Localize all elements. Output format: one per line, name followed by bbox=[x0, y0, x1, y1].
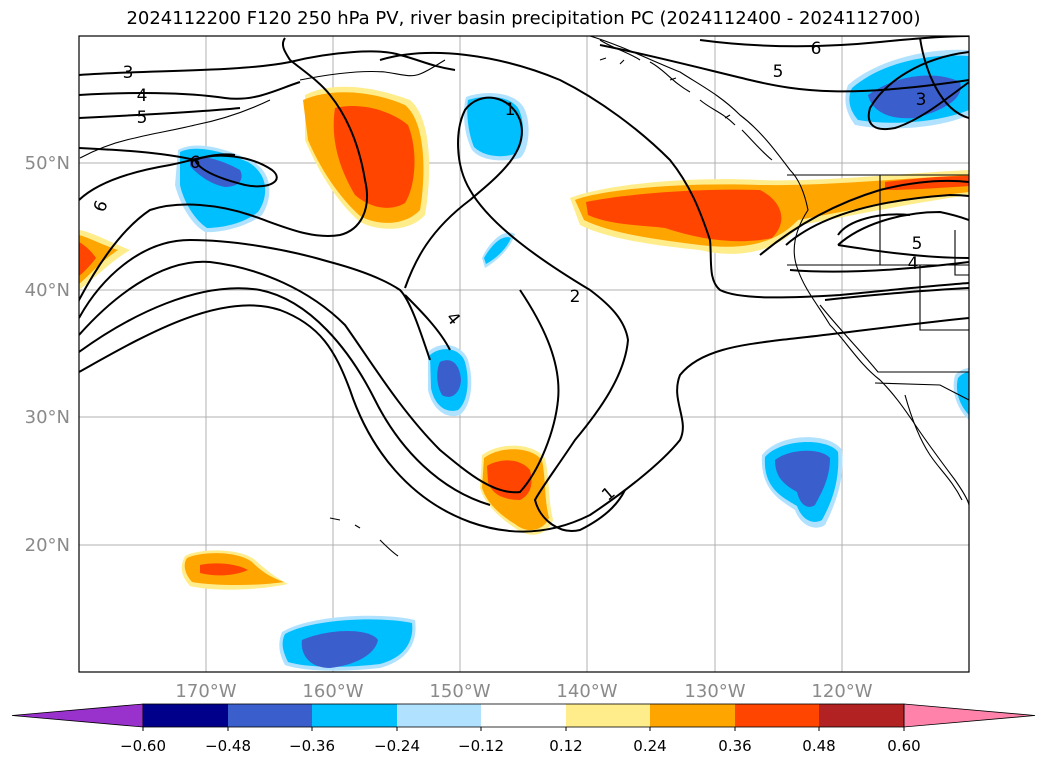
colorbar-outline bbox=[142, 703, 905, 728]
contour-label: 5 bbox=[137, 108, 148, 128]
colorbar-segment bbox=[143, 704, 228, 727]
latitude-label: 30°N bbox=[25, 407, 70, 428]
contour-label: 6 bbox=[811, 39, 822, 59]
latitude-label: 50°N bbox=[25, 153, 70, 174]
map-frame bbox=[78, 35, 970, 673]
colorbar-tick-label: 0.24 bbox=[633, 737, 666, 755]
colorbar-segment bbox=[397, 704, 481, 727]
contour-label: 6 bbox=[90, 198, 112, 215]
contour-label: 4 bbox=[442, 308, 464, 329]
coastlines bbox=[79, 36, 969, 557]
colorbar-tick-label: −0.36 bbox=[289, 737, 335, 755]
colorbar-tick-label: −0.48 bbox=[205, 737, 251, 755]
contour-label: 2 bbox=[570, 287, 581, 307]
contour-label: 4 bbox=[908, 254, 919, 274]
contour-label: 5 bbox=[773, 62, 784, 82]
gridlines bbox=[79, 36, 969, 672]
longitude-axis: 170°W 160°W 150°W 140°W 130°W 120°W bbox=[175, 681, 872, 702]
contour-label: 6 bbox=[190, 153, 201, 173]
longitude-label: 120°W bbox=[811, 681, 872, 702]
negative-anomaly-shading bbox=[175, 49, 969, 671]
longitude-label: 140°W bbox=[556, 681, 617, 702]
colorbar-segment bbox=[819, 704, 904, 727]
colorbar-tick-label: 0.48 bbox=[802, 737, 835, 755]
longitude-label: 130°W bbox=[684, 681, 745, 702]
contour-label: 3 bbox=[123, 63, 134, 83]
colorbar-tick-labels: −0.60 −0.48 −0.36 −0.24 −0.12 0.12 0.24 … bbox=[120, 737, 921, 755]
colorbar-tick-label: −0.24 bbox=[374, 737, 420, 755]
colorbar-segments bbox=[11, 703, 1036, 728]
latitude-label: 40°N bbox=[25, 280, 70, 301]
contour-label: 5 bbox=[912, 234, 923, 254]
colorbar-segment bbox=[481, 704, 566, 727]
colorbar-tick-label: −0.12 bbox=[458, 737, 504, 755]
colorbar-tick-label: 0.12 bbox=[549, 737, 582, 755]
latitude-axis: 50°N 40°N 30°N 20°N bbox=[25, 153, 70, 556]
contour-label: 1 bbox=[505, 100, 516, 120]
positive-anomaly-shading bbox=[79, 86, 969, 590]
longitude-label: 160°W bbox=[302, 681, 363, 702]
colorbar-segment bbox=[11, 703, 144, 728]
contour-label: 4 bbox=[137, 86, 148, 106]
latitude-label: 20°N bbox=[25, 535, 70, 556]
colorbar-tick-label: 0.60 bbox=[887, 737, 920, 755]
colorbar-segment bbox=[312, 704, 397, 727]
colorbar-ticks bbox=[142, 727, 905, 731]
longitude-label: 150°W bbox=[429, 681, 490, 702]
map-title: 2024112200 F120 250 hPa PV, river basin … bbox=[126, 8, 921, 29]
colorbar-segment bbox=[650, 704, 735, 727]
longitude-label: 170°W bbox=[175, 681, 236, 702]
colorbar-tick-label: −0.60 bbox=[120, 737, 166, 755]
colorbar-segment bbox=[228, 704, 312, 727]
colorbar-segment bbox=[566, 704, 650, 727]
colorbar-segment bbox=[903, 703, 1036, 728]
pv-contours bbox=[79, 36, 969, 533]
contour-labels: 1 1 2 3 3 4 4 4 5 5 5 6 6 6 bbox=[90, 39, 926, 505]
colorbar: −0.60 −0.48 −0.36 −0.24 −0.12 0.12 0.24 … bbox=[11, 703, 1036, 755]
contour-label: 3 bbox=[916, 90, 927, 110]
colorbar-segment bbox=[735, 704, 819, 727]
colorbar-tick-label: 0.36 bbox=[718, 737, 751, 755]
